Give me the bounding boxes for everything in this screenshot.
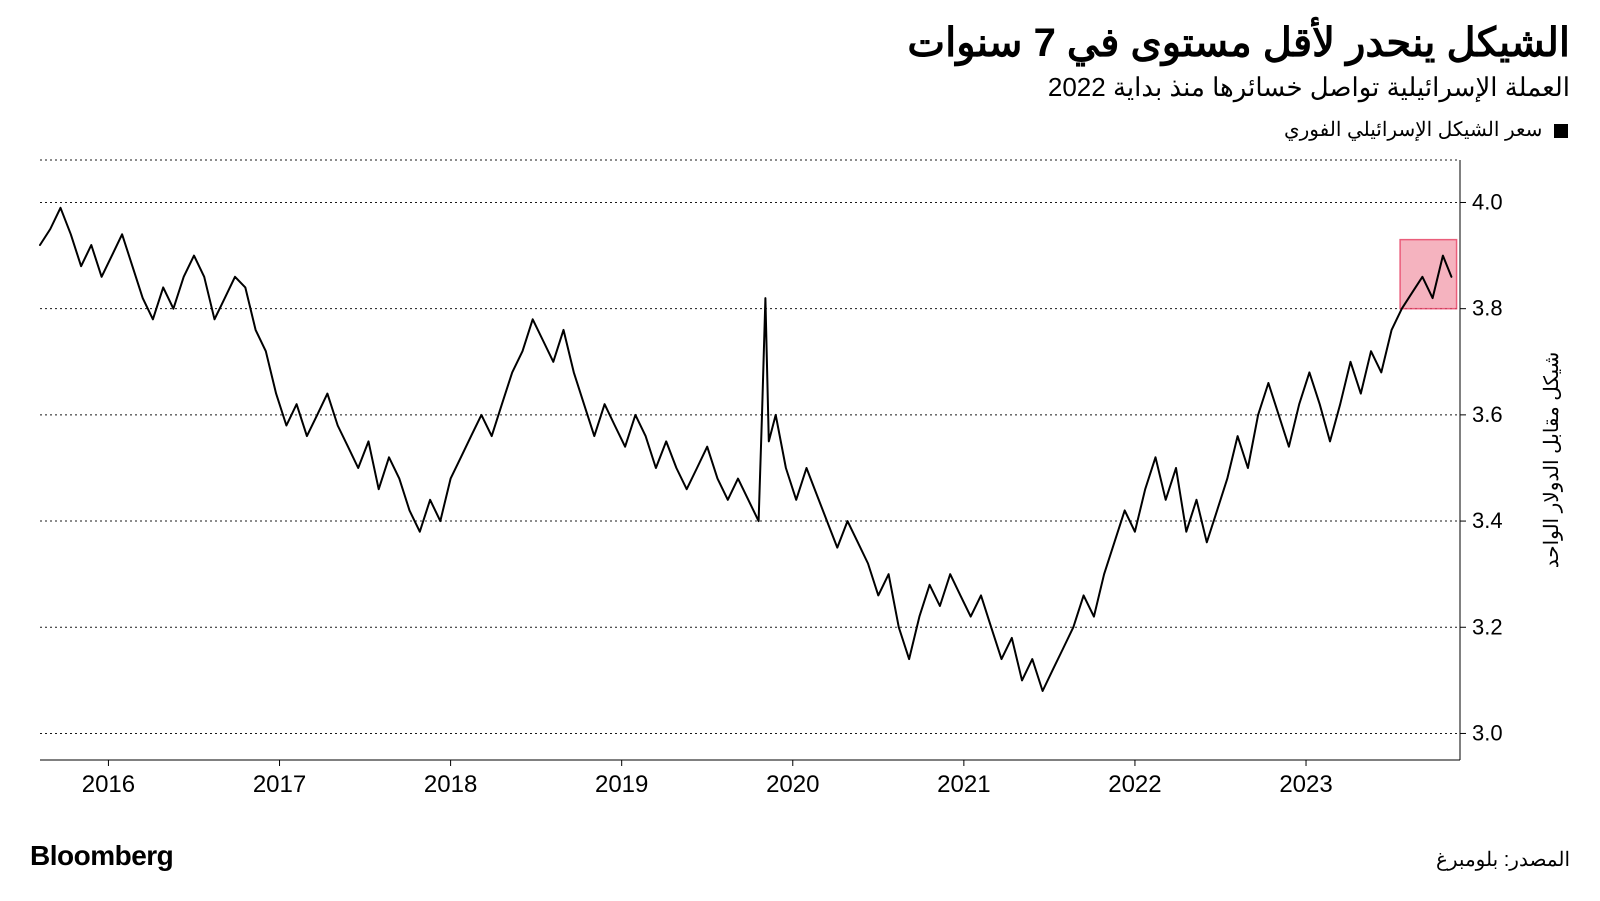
svg-text:3.0: 3.0 xyxy=(1472,720,1503,745)
chart-subtitle: العملة الإسرائيلية تواصل خسائرها منذ بدا… xyxy=(30,72,1570,103)
brand-label: Bloomberg xyxy=(30,840,173,872)
svg-text:3.6: 3.6 xyxy=(1472,402,1503,427)
svg-text:3.2: 3.2 xyxy=(1472,614,1503,639)
svg-text:4.0: 4.0 xyxy=(1472,189,1503,214)
source-label: المصدر: بلومبرغ xyxy=(1436,847,1570,872)
chart-svg: 3.0 3.2 3.4 3.6 3.8 4.0 2016 2017 2018 2019 2020 20… xyxy=(30,150,1570,800)
chart-title: الشيكل ينحدر لأقل مستوى في 7 سنوات xyxy=(30,20,1570,66)
chart-footer: Bloomberg المصدر: بلومبرغ xyxy=(30,840,1570,872)
svg-text:2017: 2017 xyxy=(253,771,306,798)
chart-container: الشيكل ينحدر لأقل مستوى في 7 سنوات العمل… xyxy=(0,0,1600,901)
chart-legend: سعر الشيكل الإسرائيلي الفوري xyxy=(30,117,1570,142)
plot-area: 3.0 3.2 3.4 3.6 3.8 4.0 2016 2017 2018 2019 2020 20… xyxy=(30,150,1570,800)
svg-text:شيكل مقابل الدولار الواحد: شيكل مقابل الدولار الواحد xyxy=(1541,352,1563,569)
svg-text:2020: 2020 xyxy=(766,771,819,798)
svg-text:2023: 2023 xyxy=(1279,771,1332,798)
svg-text:2019: 2019 xyxy=(595,771,648,798)
legend-swatch xyxy=(1554,124,1568,138)
svg-text:3.4: 3.4 xyxy=(1472,508,1503,533)
legend-label: سعر الشيكل الإسرائيلي الفوري xyxy=(1284,119,1542,141)
svg-text:2018: 2018 xyxy=(424,771,477,798)
svg-text:2016: 2016 xyxy=(82,771,135,798)
svg-text:3.8: 3.8 xyxy=(1472,296,1503,321)
svg-text:2022: 2022 xyxy=(1108,771,1161,798)
svg-text:2021: 2021 xyxy=(937,771,990,798)
